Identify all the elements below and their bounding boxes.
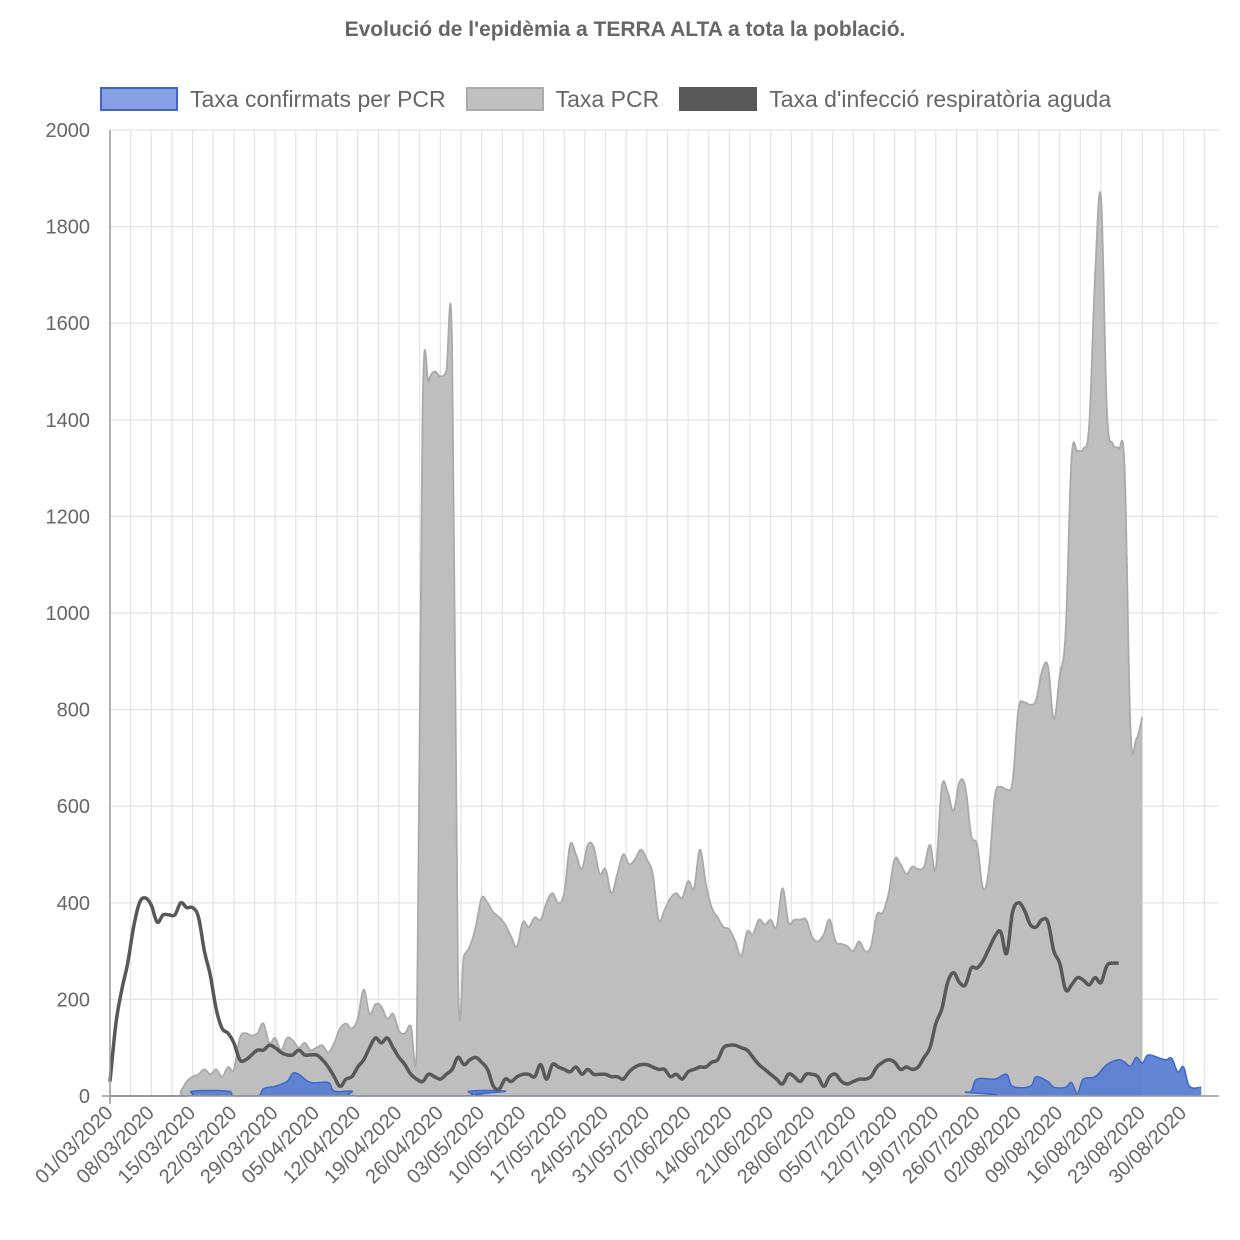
y-tick-label: 200: [57, 989, 90, 1011]
y-tick-label: 1600: [46, 313, 91, 335]
series-pcr: [109, 191, 1144, 1097]
area-fill-pcr: [110, 192, 1143, 1097]
y-tick-label: 1800: [46, 217, 91, 239]
area-fill-confirmats: [110, 1054, 1202, 1096]
y-tick-label: 1200: [46, 506, 91, 528]
area-line-pcr: [109, 191, 1144, 1097]
area-line-confirmats: [109, 1054, 1202, 1097]
y-tick-label: 1000: [46, 603, 91, 625]
legend-item-ira[interactable]: Taxa d'infecció respiratòria aguda: [679, 86, 1111, 113]
legend-item-confirmats[interactable]: Taxa confirmats per PCR: [100, 86, 446, 113]
y-tick-label: 2000: [46, 120, 91, 142]
series-confirmats: [109, 1054, 1202, 1097]
series-ira: [108, 896, 1119, 1092]
legend-item-pcr[interactable]: Taxa PCR: [465, 85, 660, 113]
line-ira: [108, 896, 1119, 1092]
y-tick-label: 600: [57, 796, 90, 818]
y-tick-label: 1400: [46, 410, 91, 432]
legend-label-pcr: Taxa PCR: [555, 85, 660, 112]
legend-swatch-ira: [679, 87, 758, 111]
y-tick-label: 400: [57, 893, 90, 915]
chart-title: Evolució de l'epidèmia a TERRA ALTA a to…: [344, 18, 906, 41]
legend-swatch-pcr: [465, 87, 544, 111]
legend-label-confirmats: Taxa confirmats per PCR: [190, 85, 446, 112]
chart-legend: Taxa confirmats per PCR Taxa PCR Taxa d'…: [100, 84, 1131, 114]
legend-label-ira: Taxa d'infecció respiratòria aguda: [769, 85, 1112, 112]
y-tick-label: 800: [57, 700, 90, 722]
y-tick-label: 0: [79, 1086, 90, 1108]
legend-swatch-confirmats: [100, 87, 178, 111]
